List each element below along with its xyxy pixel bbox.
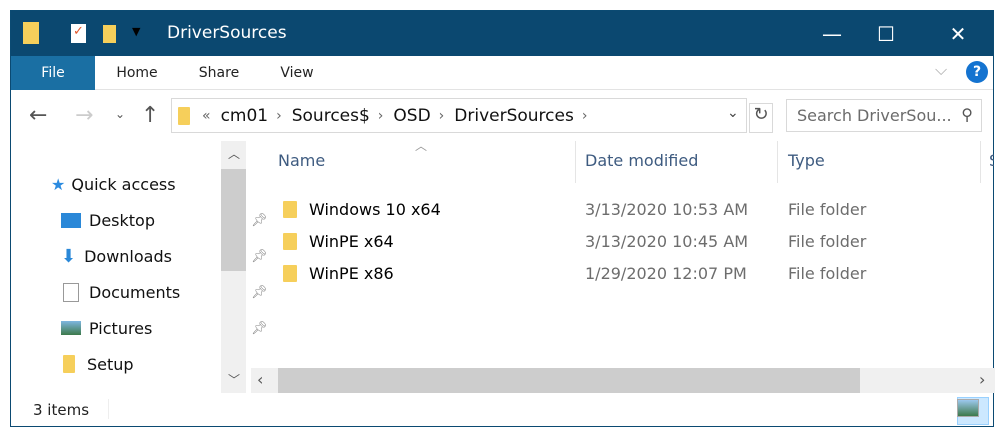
download-icon: ⬇ — [61, 245, 77, 267]
crumb-sources[interactable]: Sources$ — [291, 105, 370, 126]
column-header-type[interactable]: Type — [788, 151, 825, 170]
file-row[interactable]: WinPE x86 1/29/2020 12:07 PM File folder — [271, 257, 971, 289]
navigation-pane: ★ Quick access Desktop 📌︎ ⬇ Downloads 📌︎ Doc… — [11, 141, 268, 393]
file-name: WinPE x64 — [309, 231, 394, 251]
refresh-button[interactable]: ↻ — [749, 103, 773, 133]
chevron-right-icon[interactable]: › — [276, 107, 282, 124]
crumb-osd[interactable]: OSD — [393, 105, 431, 126]
nav-scrollbar[interactable]: ︿ ﹀ — [221, 141, 246, 393]
close-button[interactable]: ✕ — [949, 21, 967, 46]
folder-icon — [283, 264, 297, 282]
horizontal-scrollbar[interactable]: ‹ › — [251, 368, 995, 393]
pin-icon[interactable]: 📌︎ — [251, 320, 268, 336]
folder-icon — [23, 22, 39, 44]
nav-documents[interactable]: Documents 📌︎ — [61, 274, 268, 310]
scroll-up-icon[interactable]: ︿ — [228, 147, 241, 161]
tab-home[interactable]: Home — [116, 65, 158, 81]
scroll-right-icon[interactable]: › — [979, 370, 986, 389]
maximize-button[interactable]: ☐ — [877, 21, 895, 46]
scroll-down-icon[interactable]: ﹀ — [228, 373, 241, 387]
address-dropdown-icon[interactable]: ⌄ — [727, 105, 739, 121]
nav-desktop[interactable]: Desktop 📌︎ — [61, 202, 268, 238]
file-row[interactable]: Windows 10 x64 3/13/2020 10:53 AM File fol… — [271, 193, 971, 225]
new-folder-icon[interactable] — [103, 25, 116, 43]
tab-file[interactable]: File — [11, 56, 95, 90]
item-count: 3 items — [33, 401, 90, 419]
nav-quick-access[interactable]: ★ Quick access — [51, 166, 176, 202]
nav-label: Desktop — [89, 210, 155, 230]
crumb-driversources[interactable]: DriverSources — [454, 105, 574, 126]
column-header-name[interactable]: Name — [278, 151, 326, 170]
nav-setup[interactable]: Setup — [63, 346, 134, 382]
forward-button[interactable]: → — [75, 103, 94, 128]
column-header-date[interactable]: Date modified — [585, 151, 699, 170]
file-date: 1/29/2020 12:07 PM — [585, 263, 747, 283]
column-divider[interactable] — [575, 141, 576, 183]
file-row[interactable]: WinPE x64 3/13/2020 10:45 AM File folder — [271, 225, 971, 257]
expand-ribbon-icon[interactable]: ⌵ — [935, 60, 948, 79]
address-bar[interactable]: « cm01 › Sources$ › OSD › DriverSources › ⌄ — [171, 98, 747, 133]
ribbon: File Home Share View ⌵ ? — [11, 56, 993, 90]
chevron-right-icon[interactable]: › — [438, 107, 445, 124]
help-icon[interactable]: ? — [966, 61, 988, 83]
tab-view[interactable]: View — [280, 65, 314, 81]
tab-share[interactable]: Share — [198, 65, 240, 81]
explorer-window: ✓ ▼ DriverSources — ☐ ✕ File Home Share … — [10, 10, 995, 427]
nav-label: Downloads — [84, 246, 172, 266]
search-placeholder: Search DriverSou... — [797, 106, 952, 125]
nav-label: Quick access — [71, 174, 176, 194]
folder-icon — [63, 355, 75, 373]
nav-label: Pictures — [89, 318, 153, 338]
large-icons-view-button[interactable] — [957, 399, 979, 417]
title-bar: ✓ ▼ DriverSources — ☐ ✕ — [11, 11, 993, 56]
scroll-thumb[interactable] — [221, 169, 246, 271]
documents-icon — [63, 282, 79, 302]
window-title: DriverSources — [167, 23, 287, 43]
up-button[interactable]: ↑ — [141, 103, 160, 128]
star-icon: ★ — [51, 174, 66, 194]
overflow-icon[interactable]: « — [202, 107, 211, 124]
folder-icon — [283, 200, 297, 218]
pin-icon[interactable]: 📌︎ — [251, 248, 268, 264]
file-name: WinPE x86 — [309, 263, 394, 283]
nav-downloads[interactable]: ⬇ Downloads 📌︎ — [61, 238, 268, 274]
nav-pictures[interactable]: Pictures 📌︎ — [61, 310, 268, 346]
nav-label: Setup — [87, 354, 134, 374]
folder-icon — [283, 232, 297, 250]
file-type: File folder — [788, 263, 867, 283]
file-date: 3/13/2020 10:45 AM — [585, 231, 749, 251]
minimize-button[interactable]: — — [822, 21, 842, 46]
search-input[interactable]: Search DriverSou... ⚲ — [786, 99, 982, 132]
nav-label: Documents — [89, 282, 181, 302]
column-header-size[interactable]: S — [989, 151, 994, 170]
desktop-icon — [61, 212, 81, 228]
chevron-right-icon[interactable]: › — [377, 107, 384, 124]
pin-icon[interactable]: 📌︎ — [251, 284, 268, 300]
column-divider[interactable] — [980, 141, 981, 183]
pin-icon[interactable]: 📌︎ — [251, 212, 268, 228]
status-bar: 3 items ☰ — [11, 393, 993, 427]
divider — [108, 399, 109, 419]
properties-icon[interactable]: ✓ — [71, 24, 86, 43]
file-type: File folder — [788, 231, 867, 251]
chevron-right-icon[interactable]: › — [581, 107, 588, 124]
scroll-left-icon[interactable]: ‹ — [257, 370, 264, 389]
file-date: 3/13/2020 10:53 AM — [585, 199, 749, 219]
pictures-icon — [61, 321, 81, 335]
crumb-cm01[interactable]: cm01 — [220, 105, 269, 126]
file-type: File folder — [788, 199, 867, 219]
recent-locations-icon[interactable]: ⌄ — [115, 107, 126, 121]
folder-icon — [178, 106, 190, 125]
customize-toolbar-icon[interactable]: ▼ — [132, 25, 141, 38]
scroll-thumb[interactable] — [278, 368, 860, 393]
sort-ascending-icon: ︿ — [415, 139, 428, 153]
file-name: Windows 10 x64 — [309, 199, 441, 219]
back-button[interactable]: ← — [29, 103, 48, 128]
column-divider[interactable] — [777, 141, 778, 183]
search-icon: ⚲ — [961, 105, 973, 124]
